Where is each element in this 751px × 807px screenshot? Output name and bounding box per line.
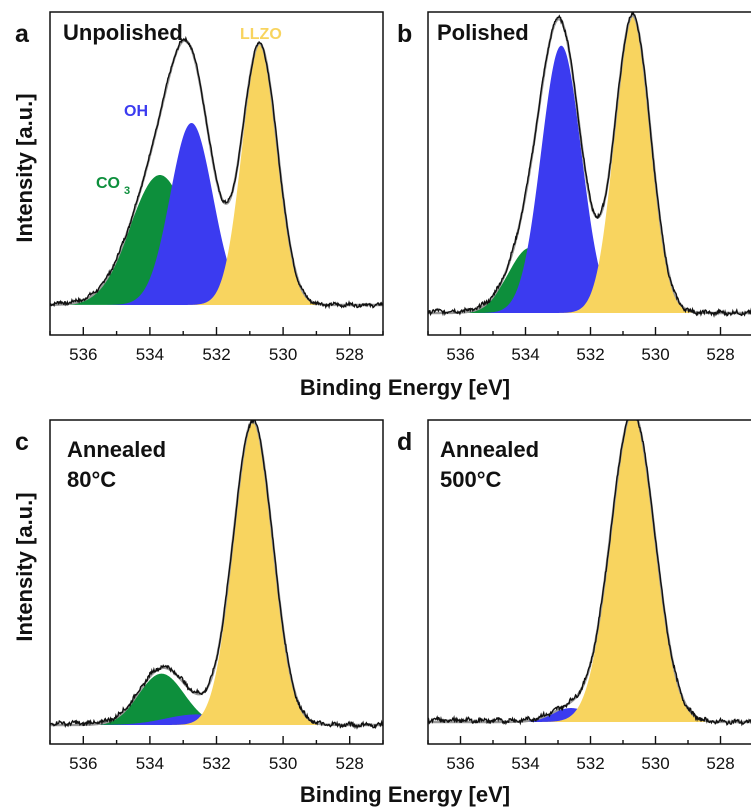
x-tick-label: 534 <box>136 754 164 773</box>
panel-title-d: Annealed <box>440 437 539 462</box>
label-co3: CO <box>96 175 120 192</box>
xlabel-top: Binding Energy [eV] <box>300 375 510 400</box>
panel-letter-d: d <box>397 428 412 456</box>
x-tick-label: 534 <box>511 345 539 364</box>
panel-b: 536 534 532 530 528 b Polished <box>397 12 751 364</box>
label-oh: OH <box>124 103 148 120</box>
label-co3-subscript: 3 <box>124 185 130 197</box>
x-tick-label: 532 <box>202 345 230 364</box>
x-tick-label: 528 <box>706 345 734 364</box>
plot-area <box>428 13 751 316</box>
label-llzo: LLZO <box>240 26 282 43</box>
panel-title-c: 80°C <box>67 467 116 492</box>
xlabel-bottom: Binding Energy [eV] <box>300 782 510 807</box>
x-tick-label: 528 <box>706 754 734 773</box>
x-tick-label: 528 <box>336 345 364 364</box>
panel-d: 536 534 532 530 528 d Annealed 500°C <box>397 409 751 773</box>
panel-title-d: 500°C <box>440 467 502 492</box>
x-tick-label: 536 <box>446 345 474 364</box>
x-tick-label: 536 <box>69 345 97 364</box>
x-tick-label: 534 <box>511 754 539 773</box>
panel-title-c: Annealed <box>67 437 166 462</box>
x-tick-label: 532 <box>576 754 604 773</box>
x-tick-label: 536 <box>69 754 97 773</box>
panel-letter-b: b <box>397 20 412 48</box>
panel-letter-a: a <box>15 20 30 48</box>
panel-a: 536 534 532 530 528 a Unpolished OH CO 3 LLZO <box>15 12 383 364</box>
panel-letter-c: c <box>15 428 29 456</box>
x-tick-label: 530 <box>641 754 669 773</box>
x-tick-label: 536 <box>446 754 474 773</box>
peak-oh-a <box>50 123 383 305</box>
ylabel-bottom: Intensity [a.u.] <box>12 492 37 641</box>
ylabel-top: Intensity [a.u.] <box>12 93 37 242</box>
x-tick-label: 528 <box>336 754 364 773</box>
plot-area <box>50 38 383 307</box>
x-tick-label: 532 <box>202 754 230 773</box>
panel-c: 536 534 532 530 528 c Annealed 80°C <box>15 419 383 773</box>
x-tick-label: 530 <box>641 345 669 364</box>
panel-title-a: Unpolished <box>63 20 183 45</box>
x-tick-label: 530 <box>269 754 297 773</box>
x-tick-label: 530 <box>269 345 297 364</box>
peak-oh-b <box>428 46 751 313</box>
x-tick-label: 534 <box>136 345 164 364</box>
x-tick-label: 532 <box>576 345 604 364</box>
plot-area <box>50 419 383 727</box>
panel-title-b: Polished <box>437 20 529 45</box>
